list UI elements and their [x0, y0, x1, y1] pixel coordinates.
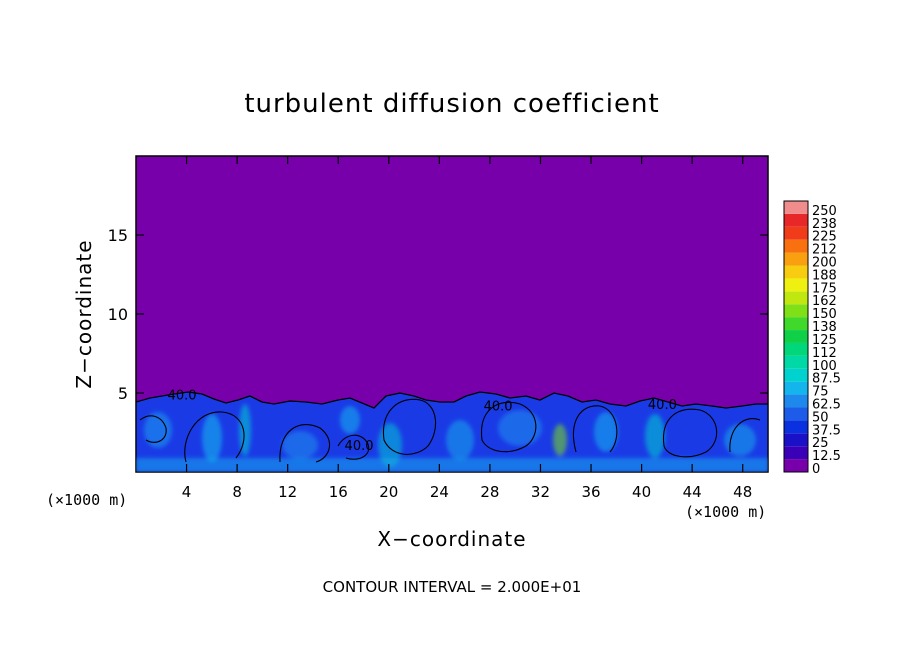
contour-label: 40.0	[648, 398, 677, 413]
x-tick-label: 44	[683, 483, 702, 501]
colorbar-swatch	[784, 304, 808, 318]
colorbar-label: 75	[812, 385, 829, 400]
x-tick-label: 16	[329, 483, 348, 501]
contour-line	[337, 434, 370, 460]
contour-line	[481, 401, 537, 453]
x-tick-label: 8	[232, 483, 242, 501]
colorbar-label: 100	[812, 359, 837, 374]
colorbar-swatch	[784, 317, 808, 331]
x-tick-label: 48	[733, 483, 752, 501]
colorbar-label: 37.5	[812, 423, 841, 438]
x-unit-right: (×1000 m)	[685, 503, 766, 521]
colorbar-swatch	[784, 368, 808, 382]
x-tick-label: 32	[531, 483, 550, 501]
eddy	[594, 412, 618, 452]
colorbar-label: 87.5	[812, 372, 841, 387]
eddy	[144, 412, 172, 448]
x-tick-label: 24	[430, 483, 449, 501]
y-tick-label: 10	[108, 305, 128, 324]
colorbar-swatch	[784, 355, 808, 369]
colorbar-frame	[783, 200, 809, 473]
colorbar-label: 12.5	[812, 449, 841, 464]
contour-line	[662, 408, 718, 458]
colorbar-swatch	[784, 226, 808, 240]
x-axis: 4 8 12 16 20 24 28 32 36 40 44 48	[182, 156, 752, 501]
contour-labels: 40.0 40.0 40.0 40.0	[168, 388, 677, 454]
eddy	[340, 406, 360, 434]
colorbar-label: 188	[812, 268, 837, 283]
x-tick-label: 28	[480, 483, 499, 501]
y-tick-label: 5	[118, 384, 128, 403]
colorbar-label: 150	[812, 307, 837, 322]
x-tick-label: 20	[379, 483, 398, 501]
colorbar-swatch	[784, 291, 808, 305]
x-tick-label: 40	[632, 483, 651, 501]
colorbar-label: 50	[812, 410, 829, 425]
colorbar-swatch	[784, 407, 808, 421]
colorbar-swatch	[784, 213, 808, 227]
colorbar-label: 138	[812, 320, 837, 335]
x-tick-label: 12	[278, 483, 297, 501]
eddy	[202, 414, 222, 462]
colorbar-swatch	[784, 278, 808, 292]
contour-line	[572, 405, 618, 453]
colorbar: 012.52537.55062.57587.510011212513815016…	[783, 200, 841, 477]
contour-line	[139, 415, 167, 443]
colorbar-swatch	[784, 381, 808, 395]
colorbar-swatch	[784, 394, 808, 408]
y-tick-label: 15	[108, 226, 128, 245]
eddy	[446, 420, 474, 460]
contour-line	[184, 411, 245, 463]
x-tick-label: 4	[182, 483, 192, 501]
colorbar-swatch	[784, 446, 808, 460]
contour-line	[382, 398, 437, 455]
colorbar-swatch	[784, 459, 808, 472]
surface-layer	[136, 458, 768, 472]
eddy	[724, 424, 756, 456]
chart-title: turbulent diffusion coefficient	[244, 89, 659, 119]
colorbar-label: 212	[812, 243, 837, 258]
colorbar-label: 200	[812, 256, 837, 271]
eddy	[239, 404, 251, 456]
turbulence-field	[136, 391, 768, 472]
colorbar-label: 238	[812, 217, 837, 232]
colorbar-label: 25	[812, 436, 829, 451]
colorbar-swatch	[784, 201, 808, 214]
contour-label: 40.0	[345, 439, 374, 454]
contour-line	[279, 424, 331, 463]
colorbar-swatch	[784, 239, 808, 253]
colorbar-label: 175	[812, 281, 837, 296]
y-axis: 5 10 15	[108, 226, 768, 403]
y-axis-label: Z−coordinate	[72, 239, 96, 388]
eddy	[553, 424, 567, 456]
contour-label: 40.0	[168, 388, 197, 403]
colorbar-swatch	[784, 420, 808, 434]
eddy	[498, 410, 542, 446]
colorbar-label: 62.5	[812, 397, 841, 412]
colorbar-swatch	[784, 342, 808, 356]
x-axis-label: X−coordinate	[377, 527, 526, 551]
colorbar-swatch	[784, 252, 808, 266]
eddy	[282, 431, 318, 459]
colorbar-label: 125	[812, 333, 837, 348]
x-unit-left: (×1000 m)	[46, 491, 127, 509]
colorbar-swatch	[784, 265, 808, 279]
colorbar-swatch	[784, 433, 808, 447]
colorbar-swatch	[784, 330, 808, 343]
colorbar-label: 162	[812, 294, 837, 309]
contour-line	[729, 418, 761, 453]
contour-label: 40.0	[484, 399, 513, 414]
colorbar-label: 225	[812, 230, 837, 245]
contour-interval-note: CONTOUR INTERVAL = 2.000E+01	[323, 578, 582, 596]
colorbar-label: 250	[812, 204, 837, 219]
eddy	[645, 414, 665, 458]
x-tick-label: 36	[581, 483, 600, 501]
colorbar-label: 0	[812, 462, 820, 477]
colorbar-label: 112	[812, 346, 837, 361]
